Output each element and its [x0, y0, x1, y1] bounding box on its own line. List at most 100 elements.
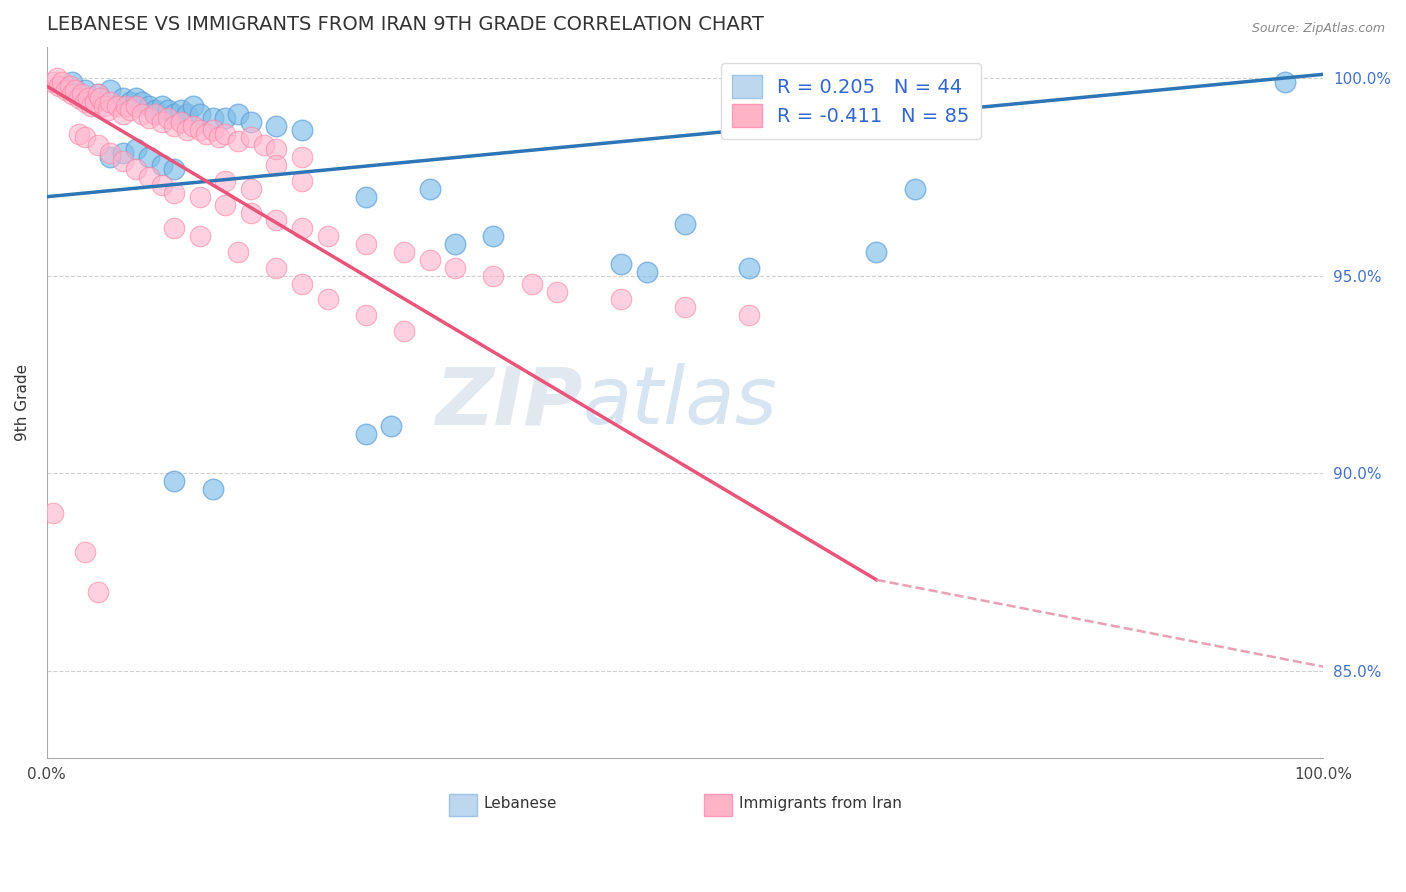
Point	[610, 257, 633, 271]
Point	[138, 111, 160, 125]
Point	[316, 229, 339, 244]
Point	[392, 245, 415, 260]
Point	[84, 95, 107, 109]
Point	[156, 111, 179, 125]
Point	[60, 75, 83, 89]
FancyBboxPatch shape	[449, 795, 477, 816]
Text: Source: ZipAtlas.com: Source: ZipAtlas.com	[1251, 22, 1385, 36]
Point	[239, 130, 262, 145]
Point	[112, 107, 135, 121]
Point	[87, 584, 110, 599]
Point	[266, 142, 288, 156]
Point	[42, 506, 65, 520]
Point	[170, 103, 193, 117]
Point	[87, 87, 110, 101]
Point	[482, 268, 505, 283]
Point	[183, 99, 205, 113]
Point	[673, 218, 696, 232]
Point	[865, 245, 887, 260]
Point	[125, 91, 148, 105]
Point	[214, 197, 236, 211]
Point	[73, 95, 96, 109]
Point	[156, 103, 179, 117]
Point	[63, 83, 86, 97]
Point	[208, 130, 231, 145]
Point	[138, 99, 160, 113]
Point	[291, 277, 314, 291]
Point	[163, 474, 186, 488]
Point	[143, 103, 166, 117]
Point	[392, 324, 415, 338]
Point	[112, 154, 135, 169]
Point	[266, 213, 288, 227]
Point	[738, 308, 761, 322]
Point	[610, 293, 633, 307]
Point	[48, 79, 70, 94]
Point	[176, 122, 198, 136]
Point	[150, 158, 173, 172]
Point	[316, 293, 339, 307]
Point	[546, 285, 568, 299]
Point	[482, 229, 505, 244]
Point	[163, 107, 186, 121]
Point	[89, 91, 111, 105]
Point	[214, 127, 236, 141]
Point	[226, 107, 249, 121]
Point	[188, 122, 211, 136]
Point	[904, 182, 927, 196]
Point	[150, 99, 173, 113]
Point	[45, 71, 67, 86]
Point	[188, 229, 211, 244]
Point	[163, 162, 186, 177]
Point	[100, 95, 122, 109]
Point	[738, 782, 761, 797]
Point	[163, 186, 186, 200]
Point	[42, 75, 65, 89]
Point	[80, 99, 103, 113]
Point	[239, 114, 262, 128]
Point	[60, 87, 83, 101]
Point	[636, 265, 658, 279]
Point	[131, 95, 153, 109]
Point	[291, 150, 314, 164]
Point	[150, 178, 173, 192]
Point	[105, 99, 128, 113]
Point	[112, 146, 135, 161]
Point	[97, 103, 120, 117]
Point	[170, 114, 193, 128]
Point	[67, 91, 90, 105]
Point	[214, 174, 236, 188]
Point	[163, 119, 186, 133]
Point	[201, 122, 224, 136]
Point	[239, 205, 262, 219]
Point	[76, 91, 98, 105]
Legend: R = 0.205   N = 44, R = -0.411   N = 85: R = 0.205 N = 44, R = -0.411 N = 85	[721, 63, 981, 138]
Text: atlas: atlas	[583, 363, 778, 441]
Point	[118, 103, 141, 117]
Text: Lebanese: Lebanese	[484, 797, 557, 811]
Point	[1274, 75, 1296, 89]
Point	[131, 107, 153, 121]
Point	[138, 169, 160, 184]
Point	[354, 308, 377, 322]
Text: Immigrants from Iran: Immigrants from Iran	[738, 797, 901, 811]
Point	[125, 99, 148, 113]
Point	[100, 146, 122, 161]
Point	[100, 150, 122, 164]
Point	[354, 237, 377, 252]
Point	[114, 99, 136, 113]
Point	[444, 237, 467, 252]
Point	[239, 182, 262, 196]
Point	[201, 111, 224, 125]
Point	[291, 174, 314, 188]
Point	[419, 252, 441, 267]
Point	[738, 260, 761, 275]
Point	[59, 79, 82, 94]
Point	[214, 111, 236, 125]
Point	[226, 245, 249, 260]
Point	[118, 95, 141, 109]
Point	[55, 83, 77, 97]
Point	[266, 260, 288, 275]
Point	[125, 162, 148, 177]
Point	[673, 301, 696, 315]
